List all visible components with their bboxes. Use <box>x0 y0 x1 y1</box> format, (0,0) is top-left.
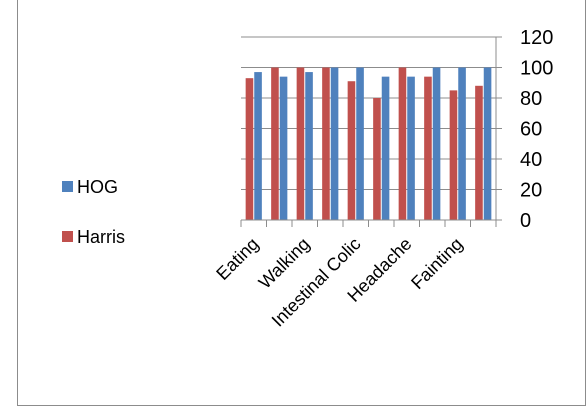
x-tick-label: Intestinal Colic <box>268 234 365 331</box>
bar-harris <box>398 67 407 220</box>
legend-swatch-hog <box>62 181 73 192</box>
y-tick-label: 120 <box>520 27 553 49</box>
bar-harris <box>449 90 458 220</box>
bar-harris <box>347 81 356 220</box>
y-tick-label: 60 <box>520 119 542 141</box>
y-tick-label: 20 <box>520 180 542 202</box>
x-tick-label: Eating <box>212 234 262 284</box>
legend-label-hog: HOG <box>77 177 119 197</box>
bar-hog <box>279 76 288 221</box>
bar-hog <box>381 76 390 221</box>
y-tick-label: 100 <box>520 58 553 80</box>
bar-harris <box>271 67 279 220</box>
bar-harris <box>424 76 432 221</box>
bar-harris <box>373 98 381 220</box>
legend-swatch-harris <box>62 231 73 242</box>
bar-hog <box>330 67 339 220</box>
bar-harris <box>296 67 305 220</box>
y-tick-label: 40 <box>520 149 542 171</box>
bar-hog <box>483 67 492 220</box>
bar-hog <box>254 72 262 220</box>
bar-harris <box>245 78 254 220</box>
bar-hog <box>432 67 441 220</box>
bar-harris <box>322 67 330 220</box>
y-tick-label: 0 <box>520 210 531 232</box>
bar-hog <box>407 76 415 221</box>
y-tick-label: 80 <box>520 88 542 110</box>
chart-frame: 0 20 40 60 80 100 120 Eating Walking Intestinal C… <box>17 0 586 406</box>
legend-label-harris: Harris <box>77 227 125 247</box>
bar-hog <box>458 67 466 220</box>
bar-hog <box>356 67 364 220</box>
bar-hog <box>305 72 313 220</box>
x-tick-label: Fainting <box>407 234 466 293</box>
bar-harris <box>475 85 483 220</box>
